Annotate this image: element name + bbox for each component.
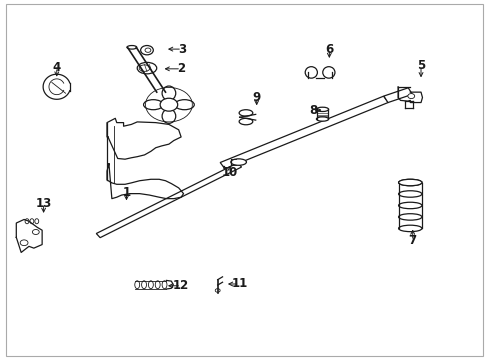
Polygon shape	[383, 88, 411, 103]
Text: 8: 8	[308, 104, 317, 117]
Ellipse shape	[162, 109, 175, 123]
Polygon shape	[96, 163, 241, 238]
Ellipse shape	[162, 86, 175, 100]
Circle shape	[407, 94, 414, 99]
Ellipse shape	[162, 281, 166, 289]
Ellipse shape	[25, 219, 29, 224]
Ellipse shape	[398, 179, 421, 186]
Ellipse shape	[148, 281, 153, 289]
Ellipse shape	[322, 67, 334, 78]
Ellipse shape	[142, 281, 146, 289]
Polygon shape	[220, 96, 387, 169]
Ellipse shape	[143, 100, 163, 110]
Circle shape	[141, 45, 153, 55]
Ellipse shape	[398, 225, 421, 231]
Text: 4: 4	[53, 60, 61, 73]
Circle shape	[20, 240, 28, 246]
Ellipse shape	[398, 179, 421, 186]
Ellipse shape	[135, 281, 140, 289]
Ellipse shape	[139, 65, 150, 71]
Text: 13: 13	[36, 197, 52, 210]
Circle shape	[32, 229, 39, 234]
Ellipse shape	[30, 219, 34, 224]
Text: 12: 12	[173, 279, 189, 292]
Ellipse shape	[398, 191, 421, 197]
Text: 9: 9	[252, 91, 260, 104]
Text: 10: 10	[221, 166, 238, 179]
Ellipse shape	[35, 219, 39, 224]
Ellipse shape	[127, 45, 137, 49]
Ellipse shape	[398, 202, 421, 209]
Text: 2: 2	[177, 62, 185, 75]
Ellipse shape	[155, 281, 160, 289]
Circle shape	[145, 48, 151, 52]
Text: 1: 1	[122, 186, 130, 199]
Text: 11: 11	[231, 278, 247, 291]
Text: 5: 5	[416, 59, 424, 72]
Ellipse shape	[239, 118, 252, 125]
Text: 6: 6	[325, 42, 333, 55]
Ellipse shape	[239, 110, 252, 116]
Ellipse shape	[316, 107, 328, 112]
Circle shape	[160, 98, 177, 111]
Ellipse shape	[316, 117, 328, 121]
Ellipse shape	[305, 67, 317, 78]
Ellipse shape	[230, 159, 246, 165]
Ellipse shape	[137, 62, 157, 74]
Ellipse shape	[174, 100, 194, 110]
Ellipse shape	[398, 214, 421, 220]
Text: 7: 7	[408, 234, 416, 247]
Text: 3: 3	[178, 42, 186, 55]
Circle shape	[215, 289, 220, 292]
